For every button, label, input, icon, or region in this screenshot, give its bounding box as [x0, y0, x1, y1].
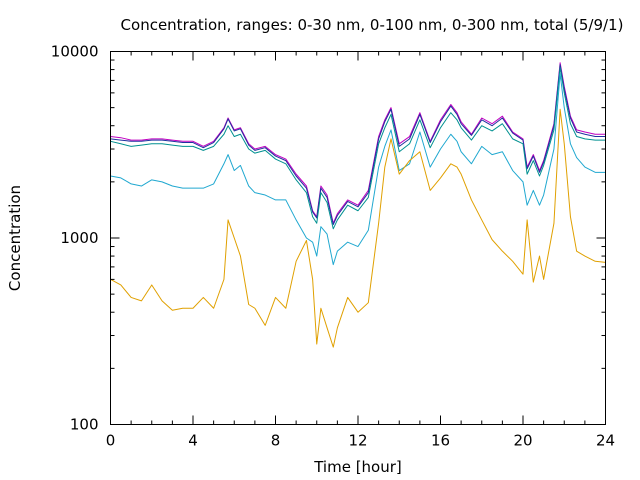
y-tick-label: 1000 — [60, 229, 98, 247]
x-tick-label: 16 — [431, 432, 450, 450]
x-tick-label: 8 — [271, 432, 281, 450]
x-tick-label: 4 — [188, 432, 198, 450]
x-tick-label: 24 — [596, 432, 615, 450]
series-line-3 — [110, 67, 606, 230]
tick-layer: 0 4 8 12 16 20 24 100 1000 10000 — [51, 43, 615, 450]
series-line-5 — [110, 108, 606, 348]
series-line-1 — [110, 62, 606, 224]
chart-title: Concentration, ranges: 0-30 nm, 0-100 nm… — [121, 16, 624, 34]
x-tick-label: 0 — [106, 432, 116, 450]
x-axis-label: Time [hour] — [313, 458, 402, 476]
series-line-2 — [110, 64, 606, 226]
y-axis-label: Concentration — [6, 185, 24, 291]
y-tick-label: 10000 — [51, 43, 99, 61]
x-tick-label: 12 — [348, 432, 367, 450]
series-layer — [110, 62, 606, 348]
x-tick-label: 20 — [513, 432, 532, 450]
series-line-4 — [110, 73, 606, 266]
y-tick-label: 100 — [70, 416, 99, 434]
plot-frame — [110, 51, 606, 425]
